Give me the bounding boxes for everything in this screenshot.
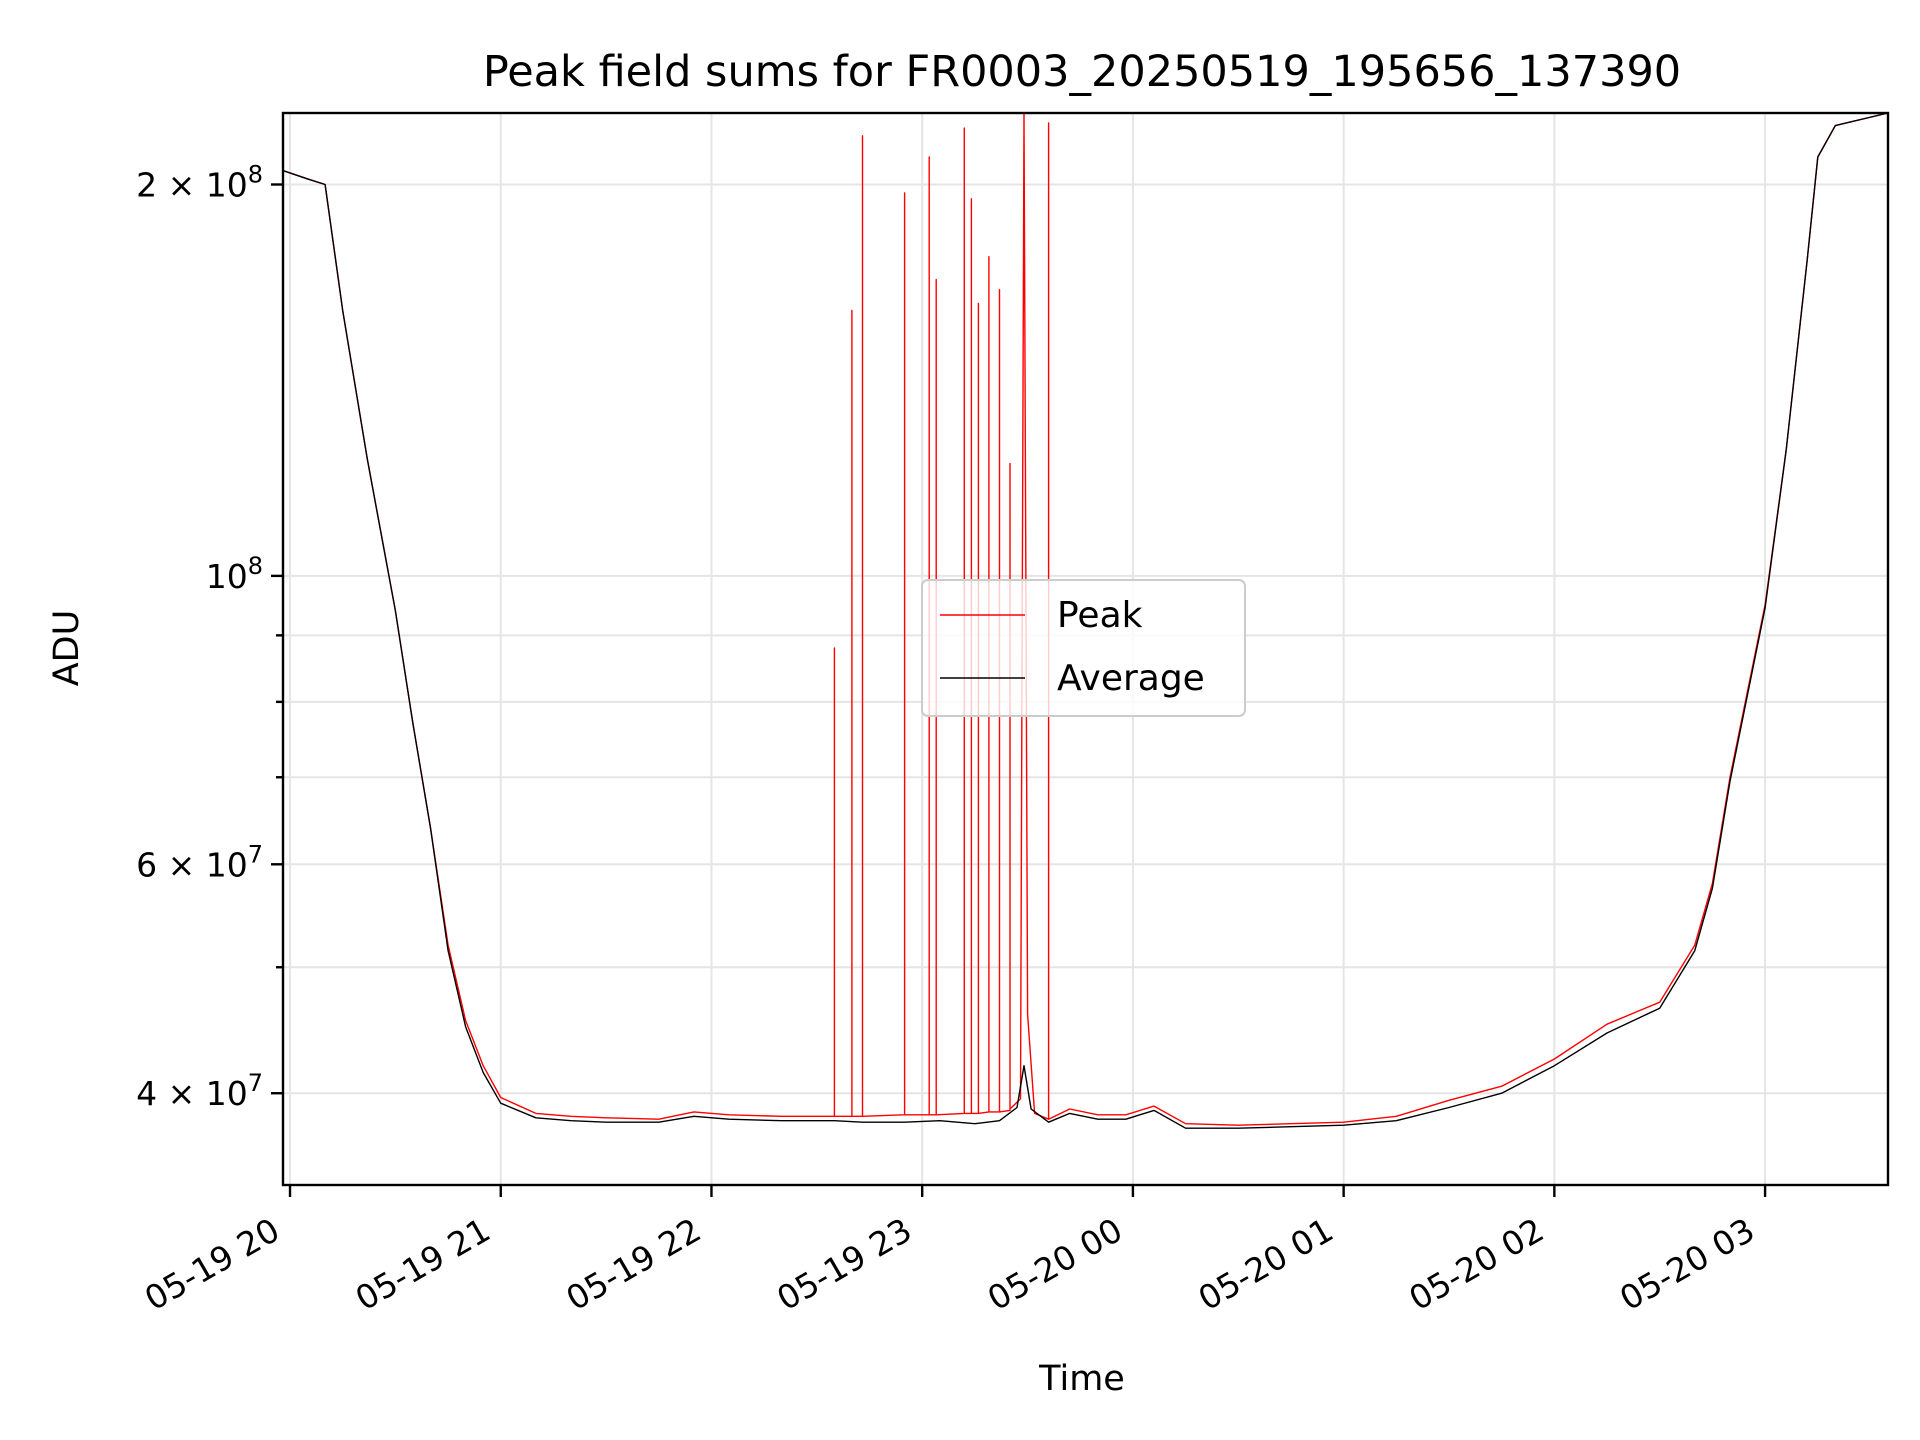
x-tick-label: 05-20 03 [1613,1210,1761,1318]
x-tick-label: 05-20 01 [1192,1210,1340,1318]
series-line-peak [282,112,1889,1126]
x-axis-label: Time [1038,1359,1125,1399]
x-tick-label: 05-19 23 [770,1210,918,1318]
legend-label-peak: Peak [1057,595,1143,636]
y-tick-label: 4 × 107 [136,1069,263,1113]
plot-area [282,112,1889,1129]
plot-frame [281,111,1890,1187]
y-axis-label: ADU [47,610,87,687]
x-tick-label: 05-20 00 [981,1210,1129,1318]
x-tick-label: 05-19 22 [559,1210,707,1318]
x-tick-label: 05-19 20 [138,1210,286,1318]
y-tick-label: 2 × 108 [136,161,263,205]
legend-box [921,579,1246,717]
y-tick-label: 108 [206,552,263,596]
x-tick-label: 05-20 02 [1402,1210,1550,1318]
y-tick-label: 6 × 107 [136,840,263,884]
chart-title: Peak field sums for FR0003_20250519_1956… [483,47,1681,97]
axis-ticks: 05-19 20 05-19 21 05-19 22 05-19 23 05-20 00… [136,161,1767,1318]
x-tick-label: 05-19 21 [349,1210,497,1318]
series-line-average [282,112,1889,1129]
legend: Peak Average [921,579,1246,717]
legend-label-average: Average [1057,658,1205,699]
